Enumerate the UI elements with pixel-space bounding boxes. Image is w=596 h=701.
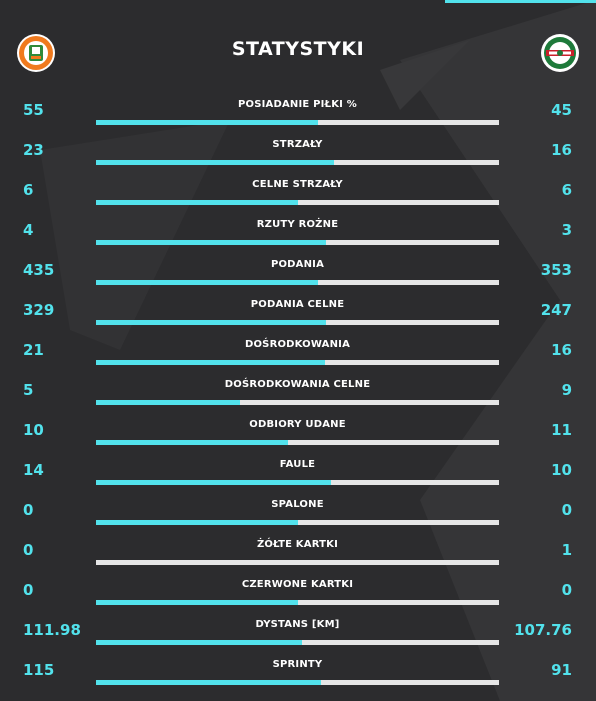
away-value: 353 bbox=[540, 261, 572, 279]
home-value: 0 bbox=[23, 541, 34, 559]
away-value: 0 bbox=[561, 501, 572, 519]
home-share-fill bbox=[96, 600, 298, 605]
stat-label: DOŚRODKOWANIA bbox=[244, 339, 351, 350]
home-value: 435 bbox=[23, 261, 55, 279]
home-value: 23 bbox=[23, 141, 44, 159]
home-value: 14 bbox=[23, 461, 44, 479]
away-value: 10 bbox=[551, 461, 572, 479]
page-title: STATYSTYKI bbox=[231, 38, 365, 60]
stat-label: POSIADANIE PIŁKI % bbox=[238, 99, 357, 110]
home-value: 55 bbox=[23, 101, 44, 119]
away-value: 107.76 bbox=[514, 621, 572, 639]
stat-row: 5 DOŚRODKOWANIA CELNE 9 bbox=[0, 368, 596, 408]
comparison-bar bbox=[96, 400, 499, 405]
home-value: 10 bbox=[23, 421, 44, 439]
stat-label: PODANIA CELNE bbox=[250, 299, 345, 310]
stat-row: 10 ODBIORY UDANE 11 bbox=[0, 408, 596, 448]
home-value: 6 bbox=[23, 181, 34, 199]
home-value: 329 bbox=[23, 301, 55, 319]
away-value: 11 bbox=[551, 421, 572, 439]
comparison-bar bbox=[96, 440, 499, 445]
home-share-fill bbox=[96, 320, 327, 325]
home-share-fill bbox=[96, 280, 319, 285]
home-value: 115 bbox=[23, 661, 55, 679]
comparison-bar bbox=[96, 200, 499, 205]
stat-row: 435 PODANIA 353 bbox=[0, 248, 596, 288]
home-value: 111.98 bbox=[23, 621, 81, 639]
away-value: 3 bbox=[561, 221, 572, 239]
stat-row: 115 SPRINTY 91 bbox=[0, 648, 596, 688]
home-value: 5 bbox=[23, 381, 34, 399]
home-value: 0 bbox=[23, 581, 34, 599]
stat-row: 6 CELNE STRZAŁY 6 bbox=[0, 168, 596, 208]
away-team-crest-icon bbox=[540, 33, 580, 73]
home-share-fill bbox=[96, 640, 302, 645]
comparison-bar bbox=[96, 520, 499, 525]
stat-row: 111.98 DYSTANS [KM] 107.76 bbox=[0, 608, 596, 648]
stat-row: 55 POSIADANIE PIŁKI % 45 bbox=[0, 88, 596, 128]
comparison-bar bbox=[96, 280, 499, 285]
comparison-bar bbox=[96, 120, 499, 125]
stat-row: 21 DOŚRODKOWANIA 16 bbox=[0, 328, 596, 368]
stat-row: 0 SPALONE 0 bbox=[0, 488, 596, 528]
home-value: 0 bbox=[23, 501, 34, 519]
away-value: 16 bbox=[551, 141, 572, 159]
comparison-bar bbox=[96, 560, 499, 565]
comparison-bar bbox=[96, 360, 499, 365]
comparison-bar bbox=[96, 600, 499, 605]
away-value: 0 bbox=[561, 581, 572, 599]
stats-list: 55 POSIADANIE PIŁKI % 45 23 STRZAŁY 16 6 CELNE … bbox=[0, 88, 596, 688]
stat-label: SPRINTY bbox=[272, 659, 323, 670]
home-value: 21 bbox=[23, 341, 44, 359]
away-value: 91 bbox=[551, 661, 572, 679]
home-share-fill bbox=[96, 520, 298, 525]
away-value: 9 bbox=[561, 381, 572, 399]
home-share-fill bbox=[96, 680, 321, 685]
stat-label: CZERWONE KARTKI bbox=[241, 579, 354, 590]
away-value: 16 bbox=[551, 341, 572, 359]
home-share-fill bbox=[96, 200, 298, 205]
stat-label: PODANIA bbox=[270, 259, 325, 270]
top-accent-strip bbox=[445, 0, 596, 3]
comparison-bar bbox=[96, 160, 499, 165]
comparison-bar bbox=[96, 320, 499, 325]
stat-row: 23 STRZAŁY 16 bbox=[0, 128, 596, 168]
stat-label: RZUTY ROŻNE bbox=[256, 219, 339, 230]
stat-label: ODBIORY UDANE bbox=[249, 419, 346, 430]
home-share-fill bbox=[96, 360, 325, 365]
home-share-fill bbox=[96, 160, 334, 165]
stat-row: 4 RZUTY ROŻNE 3 bbox=[0, 208, 596, 248]
comparison-bar bbox=[96, 680, 499, 685]
stat-label: ŻÓŁTE KARTKI bbox=[256, 539, 339, 550]
home-share-fill bbox=[96, 480, 331, 485]
stat-label: CELNE STRZAŁY bbox=[252, 179, 343, 190]
home-share-fill bbox=[96, 400, 240, 405]
comparison-bar bbox=[96, 480, 499, 485]
stat-label: STRZAŁY bbox=[272, 139, 323, 150]
home-share-fill bbox=[96, 440, 288, 445]
home-team-crest-icon bbox=[16, 33, 56, 73]
away-value: 45 bbox=[551, 101, 572, 119]
stats-header: STATYSTYKI bbox=[0, 0, 596, 100]
stat-row: 0 ŻÓŁTE KARTKI 1 bbox=[0, 528, 596, 568]
away-value: 1 bbox=[561, 541, 572, 559]
stat-label: SPALONE bbox=[271, 499, 324, 510]
comparison-bar bbox=[96, 240, 499, 245]
comparison-bar bbox=[96, 640, 499, 645]
stat-label: FAULE bbox=[279, 459, 316, 470]
home-share-fill bbox=[96, 120, 318, 125]
stat-row: 0 CZERWONE KARTKI 0 bbox=[0, 568, 596, 608]
away-value: 247 bbox=[540, 301, 572, 319]
stat-row: 329 PODANIA CELNE 247 bbox=[0, 288, 596, 328]
home-value: 4 bbox=[23, 221, 34, 239]
home-share-fill bbox=[96, 240, 327, 245]
stat-label: DOŚRODKOWANIA CELNE bbox=[224, 379, 371, 390]
away-value: 6 bbox=[561, 181, 572, 199]
stat-row: 14 FAULE 10 bbox=[0, 448, 596, 488]
stat-label: DYSTANS [KM] bbox=[255, 619, 340, 630]
